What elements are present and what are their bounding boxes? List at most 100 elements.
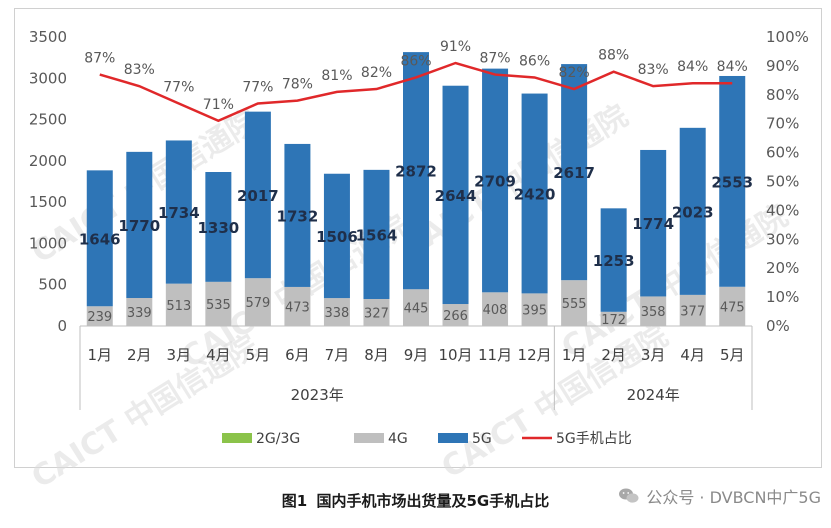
y2-tick-label: 60% bbox=[766, 144, 799, 162]
bar-4g bbox=[126, 298, 153, 326]
bar-5g bbox=[205, 172, 232, 282]
bar-5g bbox=[126, 151, 153, 299]
label-4g: 239 bbox=[87, 310, 112, 325]
label-4g: 172 bbox=[601, 313, 626, 328]
label-share: 87% bbox=[479, 51, 510, 67]
y-tick-label: 2500 bbox=[29, 111, 67, 129]
x-tick-label: 4月 bbox=[680, 346, 705, 364]
bar-5g bbox=[640, 149, 667, 297]
x-tick-label: 2月 bbox=[601, 346, 626, 364]
year-group-label: 2023年 bbox=[291, 386, 344, 404]
y-tick-label: 2000 bbox=[29, 152, 67, 170]
x-tick-label: 1月 bbox=[562, 346, 587, 364]
x-tick-label: 7月 bbox=[325, 346, 350, 364]
bar-5g bbox=[561, 64, 588, 281]
bar-4g bbox=[363, 298, 390, 326]
x-tick-label: 10月 bbox=[438, 346, 472, 364]
label-5g: 1506 bbox=[316, 228, 358, 246]
bar-5g bbox=[86, 170, 113, 307]
bar-4g bbox=[403, 289, 429, 326]
y2-tick-label: 50% bbox=[766, 173, 799, 191]
bar-4g bbox=[323, 298, 350, 326]
bar-5g bbox=[719, 75, 746, 287]
y2-tick-label: 30% bbox=[766, 230, 799, 248]
legend-swatch bbox=[354, 433, 384, 443]
bar-4g bbox=[205, 281, 232, 326]
label-4g: 395 bbox=[522, 304, 547, 319]
bar-5g bbox=[521, 93, 548, 294]
label-share: 78% bbox=[282, 77, 313, 93]
line-5g-share bbox=[99, 61, 733, 123]
label-5g: 1774 bbox=[632, 215, 674, 233]
x-tick-label: 9月 bbox=[404, 346, 429, 364]
label-4g: 327 bbox=[364, 306, 389, 321]
label-share: 83% bbox=[124, 62, 155, 78]
label-5g: 1564 bbox=[356, 226, 398, 244]
label-4g: 535 bbox=[206, 298, 231, 313]
y-tick-label: 3000 bbox=[29, 69, 67, 87]
legend-label: 2G/3G bbox=[256, 431, 300, 447]
label-share: 82% bbox=[559, 65, 590, 81]
y2-tick-label: 20% bbox=[766, 259, 799, 277]
label-share: 88% bbox=[598, 48, 629, 64]
x-tick-label: 5月 bbox=[246, 346, 271, 364]
x-tick-label: 6月 bbox=[285, 346, 310, 364]
x-tick-label: 3月 bbox=[641, 346, 666, 364]
label-5g: 2709 bbox=[474, 172, 516, 190]
watermark-5: CAICT 中国信通院 bbox=[556, 198, 794, 365]
label-share: 77% bbox=[242, 79, 273, 95]
label-5g: 2023 bbox=[672, 203, 714, 221]
y2-tick-label: 0% bbox=[766, 317, 790, 335]
bar-4g bbox=[165, 283, 192, 326]
legend-label: 4G bbox=[388, 431, 408, 447]
label-4g: 579 bbox=[245, 296, 270, 311]
y-tick-label: 1000 bbox=[29, 234, 67, 252]
bar-4g bbox=[244, 278, 271, 326]
bar-5g bbox=[600, 208, 627, 312]
bar-5g bbox=[284, 143, 311, 287]
label-share: 84% bbox=[717, 59, 748, 75]
label-4g: 338 bbox=[325, 306, 350, 321]
bar-5g bbox=[403, 52, 429, 290]
x-tick-label: 4月 bbox=[206, 346, 231, 364]
label-4g: 445 bbox=[404, 302, 429, 317]
label-4g: 473 bbox=[285, 300, 310, 315]
bar-5g bbox=[679, 127, 706, 295]
label-share: 77% bbox=[163, 79, 194, 95]
label-4g: 513 bbox=[166, 299, 191, 314]
label-share: 84% bbox=[677, 59, 708, 75]
label-5g: 2644 bbox=[435, 187, 477, 205]
chart-frame bbox=[14, 8, 822, 468]
legend-swatch bbox=[438, 433, 468, 443]
label-share: 81% bbox=[321, 68, 352, 84]
legend-label: 5G手机占比 bbox=[556, 431, 632, 447]
label-5g: 1770 bbox=[118, 217, 160, 235]
legend-swatch bbox=[222, 433, 252, 443]
label-4g: 377 bbox=[680, 304, 705, 319]
bar-4g bbox=[284, 286, 311, 326]
label-5g: 1330 bbox=[197, 219, 239, 237]
label-share: 86% bbox=[400, 53, 431, 69]
label-share: 83% bbox=[638, 62, 669, 78]
label-4g: 339 bbox=[127, 306, 152, 321]
bar-4g bbox=[561, 280, 588, 326]
label-5g: 2617 bbox=[553, 164, 595, 182]
figure-caption: 图1 国内手机市场出货量及5G手机占比 bbox=[0, 490, 831, 511]
bar-5g bbox=[165, 140, 192, 284]
label-4g: 358 bbox=[641, 305, 666, 320]
bar-4g bbox=[442, 304, 469, 326]
y2-tick-label: 100% bbox=[766, 28, 809, 46]
label-5g: 2872 bbox=[395, 163, 437, 181]
x-tick-label: 5月 bbox=[720, 346, 745, 364]
y2-tick-label: 90% bbox=[766, 57, 799, 75]
label-4g: 266 bbox=[443, 309, 468, 324]
bar-4g bbox=[640, 296, 667, 326]
year-group-label: 2024年 bbox=[627, 386, 680, 404]
label-5g: 2420 bbox=[514, 185, 556, 203]
x-tick-label: 2月 bbox=[127, 346, 152, 364]
y2-tick-label: 10% bbox=[766, 288, 799, 306]
bar-4g bbox=[719, 286, 746, 326]
label-4g: 475 bbox=[720, 300, 745, 315]
bar-5g bbox=[244, 111, 271, 279]
label-4g: 555 bbox=[562, 297, 587, 312]
